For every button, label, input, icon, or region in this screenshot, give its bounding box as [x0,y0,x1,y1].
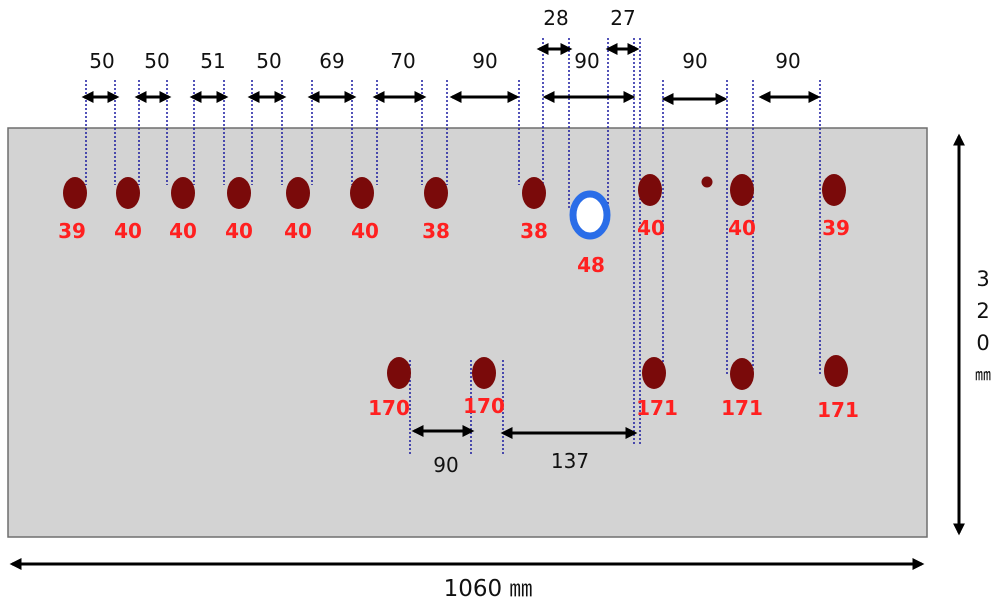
hole-label: 38 [422,219,450,243]
hole [822,174,846,206]
hole-label: 171 [817,398,859,422]
hole [730,358,754,390]
spacing-label: 51 [200,49,225,73]
center-ring-hole [569,190,611,240]
spacing-label: 137 [551,449,589,473]
hole [522,177,546,209]
hole-label: 171 [721,396,763,420]
hole [472,357,496,389]
hole-label: 40 [637,216,665,240]
height-label-digit: 2 [976,299,989,323]
hole-label: 170 [463,394,505,418]
hole-label: 40 [728,216,756,240]
hole [642,357,666,389]
hole-label: 40 [114,219,142,243]
hole [171,177,195,209]
hole [387,357,411,389]
hole-label: 170 [368,396,410,420]
spacing-label: 70 [390,49,415,73]
hole [227,177,251,209]
hole [63,177,87,209]
spacing-label: 50 [256,49,281,73]
hole-label: 171 [636,396,678,420]
hole [350,177,374,209]
center-hole-label: 48 [577,253,605,277]
height-label-digit: 0 [976,331,989,355]
spacing-label: 27 [610,6,635,30]
holes [63,174,848,390]
hole [730,174,754,206]
height-label-unit: ㎜ [975,365,991,384]
spacing-label: 50 [144,49,169,73]
width-label: 1060 ㎜ [444,576,533,602]
spacing-label: 90 [682,49,707,73]
hole-label: 40 [351,219,379,243]
hole-label: 39 [822,216,850,240]
hole [824,355,848,387]
spacing-label: 90 [574,49,599,73]
small-hole [701,176,713,188]
hole [286,177,310,209]
spacing-label: 90 [775,49,800,73]
hole [638,174,662,206]
hole-label: 38 [520,219,548,243]
hole [116,177,140,209]
spacing-label: 28 [543,6,568,30]
spacing-label: 50 [89,49,114,73]
plate [7,127,928,538]
hole-label: 39 [58,219,86,243]
spacing-label: 90 [433,453,458,477]
spacing-label: 90 [472,49,497,73]
hole-label: 40 [169,219,197,243]
hole-label: 40 [225,219,253,243]
dimension-arrows [9,43,965,570]
spacing-label: 69 [319,49,344,73]
hole [424,177,448,209]
height-label-digit: 3 [976,267,989,291]
hole-label: 40 [284,219,312,243]
